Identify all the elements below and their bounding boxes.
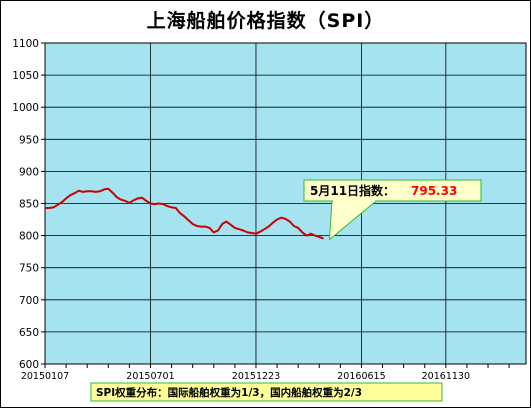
footnote-background: [90, 382, 443, 402]
y-tick-label: 950: [19, 134, 39, 146]
annotation-callout: 5月11日指数： 795.33: [303, 179, 482, 241]
x-tick-label: 20150701: [126, 371, 174, 382]
y-tick-label: 1000: [12, 102, 39, 114]
chart-title: 上海船舶价格指数（SPI）: [146, 10, 385, 32]
footnote-box: SPI权重分布：国际船舶权重为1/3，国内船舶权重为2/3: [90, 382, 443, 402]
annotation-label: 5月11日指数：: [310, 183, 395, 198]
callout-box: [303, 179, 482, 202]
series-line: [45, 187, 324, 240]
y-tick-label: 900: [19, 166, 39, 178]
y-tick-label: 650: [19, 327, 39, 339]
y-tick-label: 850: [19, 199, 39, 211]
x-tick-label: 20150107: [21, 371, 69, 382]
x-tick-label: 20151223: [232, 371, 280, 382]
series-group: [45, 187, 324, 240]
y-tick-label: 750: [19, 263, 39, 275]
y-tick-label: 700: [19, 295, 39, 307]
y-tick-label: 1100: [12, 38, 39, 50]
y-axis: 600 650 700 750 800 850 900 950 1000 1050 1100: [12, 38, 45, 371]
x-tick-label: 20161130: [422, 371, 470, 382]
y-tick-label: 600: [19, 359, 39, 371]
footnote-text: SPI权重分布：国际船舶权重为1/3，国内船舶权重为2/3: [96, 386, 362, 399]
y-tick-label: 1050: [12, 70, 39, 82]
x-tick-label: 20160615: [337, 371, 385, 382]
annotation-value: 795.33: [411, 184, 457, 198]
y-tick-label: 800: [19, 231, 39, 243]
x-axis: 20150107 20150701 20151223 20160615 20161130: [21, 364, 510, 382]
